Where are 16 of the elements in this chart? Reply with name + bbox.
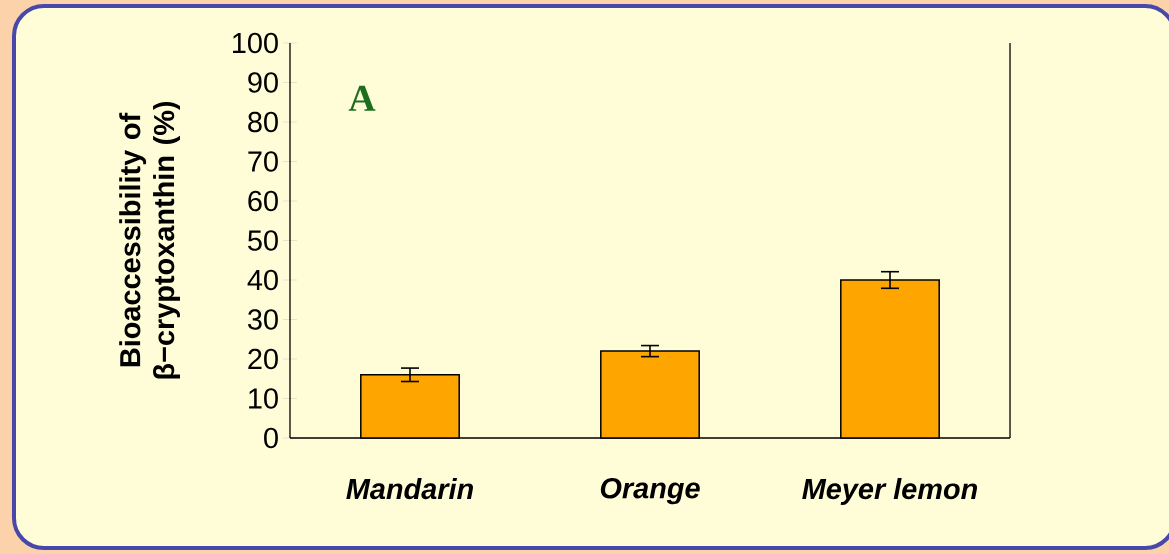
- y-tick-label: 70: [248, 151, 278, 172]
- y-tick-label: 60: [248, 190, 278, 212]
- y-tick-label: 50: [248, 230, 278, 251]
- x-tick-label: Meyer lemon: [802, 477, 978, 505]
- y-tick-label: 20: [248, 348, 278, 370]
- y-axis-title: Bioaccessibility of β−cryptoxanthin (%): [119, 101, 180, 379]
- x-tick-label: Orange: [600, 477, 700, 505]
- x-tick-label: Mandarin: [346, 477, 473, 500]
- y-tick-label: 100: [233, 32, 278, 54]
- annotation: A: [348, 85, 376, 111]
- y-tick-label: 0: [264, 427, 278, 449]
- y-tick-label: 30: [247, 309, 278, 330]
- y-tick-label: 10: [249, 388, 278, 409]
- y-tick-label: 90: [248, 72, 278, 93]
- y-tick-label: 40: [247, 269, 278, 291]
- y-tick-label: 80: [248, 111, 278, 133]
